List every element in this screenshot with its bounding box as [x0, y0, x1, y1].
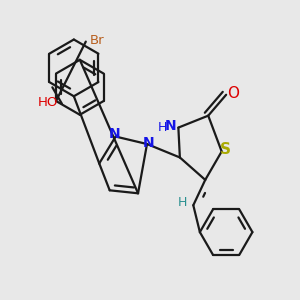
- Text: HO: HO: [38, 96, 58, 109]
- Text: N: N: [165, 119, 177, 133]
- Text: O: O: [227, 86, 239, 101]
- Text: H: H: [178, 196, 188, 209]
- Text: N: N: [143, 136, 154, 149]
- Text: Br: Br: [90, 34, 104, 47]
- Text: H: H: [157, 121, 167, 134]
- Text: N: N: [108, 128, 120, 142]
- Text: S: S: [220, 142, 231, 157]
